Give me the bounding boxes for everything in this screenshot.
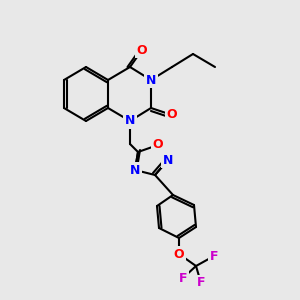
Text: F: F [210,250,218,262]
Text: O: O [137,44,147,56]
Text: N: N [163,154,173,166]
Text: O: O [153,139,163,152]
Text: F: F [197,277,205,290]
Text: N: N [130,164,140,176]
Text: O: O [167,109,177,122]
Text: F: F [179,272,187,284]
Text: O: O [174,248,184,260]
Text: N: N [125,115,135,128]
Text: N: N [146,74,156,86]
